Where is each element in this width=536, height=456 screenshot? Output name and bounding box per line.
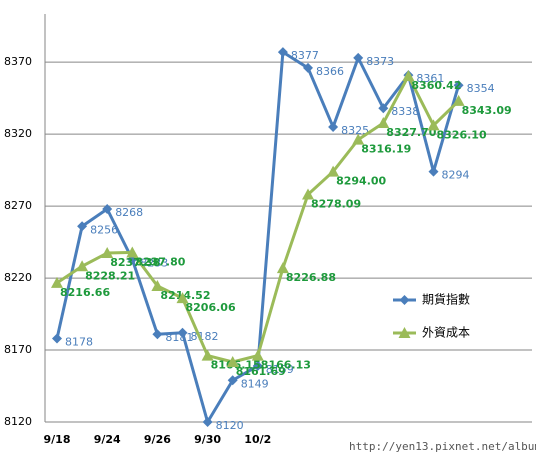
data-label: 8268: [115, 206, 143, 219]
data-label: 8294: [442, 169, 470, 182]
marker: [378, 103, 389, 114]
marker: [77, 221, 88, 232]
legend-label: 外資成本: [422, 326, 470, 340]
marker: [176, 292, 189, 304]
legend-label: 期貨指數: [422, 292, 470, 307]
marker: [76, 260, 89, 272]
marker: [302, 188, 314, 200]
marker: [453, 80, 464, 91]
data-label: 8166.13: [261, 359, 311, 372]
marker: [327, 165, 340, 177]
data-label: 8327.70: [386, 126, 436, 139]
marker: [399, 295, 410, 305]
marker: [126, 246, 139, 258]
x-tick-label: 9/24: [94, 433, 121, 446]
data-label: 8343.09: [462, 104, 512, 117]
marker: [398, 327, 411, 338]
data-label: 8182: [191, 330, 219, 343]
marker: [252, 360, 263, 371]
data-label: 8373: [366, 55, 394, 68]
data-label: 8354: [467, 82, 495, 95]
y-tick-label: 8120: [4, 415, 32, 428]
marker: [152, 329, 163, 340]
data-label: 8325: [341, 124, 369, 137]
data-label: 8256: [90, 223, 118, 236]
y-tick-label: 8270: [4, 199, 32, 212]
y-tick-label: 8320: [4, 127, 32, 140]
data-label: 8214.52: [160, 289, 210, 302]
data-label: 8237.80: [135, 255, 185, 268]
data-label: 8178: [65, 336, 93, 349]
marker: [52, 333, 62, 344]
marker: [151, 279, 164, 291]
marker: [226, 355, 239, 367]
marker: [102, 203, 113, 214]
marker: [177, 327, 188, 338]
marker: [202, 417, 213, 427]
data-label: 8226.88: [286, 271, 336, 284]
marker: [427, 119, 440, 131]
marker: [353, 52, 364, 63]
x-tick-label: 10/2: [244, 433, 271, 446]
x-tick-label: 9/30: [194, 433, 221, 446]
marker: [227, 375, 238, 386]
y-tick-label: 8370: [4, 55, 32, 68]
data-label: 8366: [316, 65, 344, 78]
data-label: 8159: [266, 363, 294, 376]
data-label: 8338: [391, 105, 419, 118]
marker: [402, 69, 415, 81]
data-label: 8206.06: [186, 301, 236, 314]
watermark: http://yen13.pixnet.net/album: [349, 440, 536, 453]
data-label: 8316.19: [361, 143, 411, 156]
marker: [201, 349, 214, 361]
marker: [101, 247, 114, 259]
x-tick-label: 9/18: [44, 433, 71, 446]
data-label: 8237.38: [110, 256, 160, 269]
marker: [51, 276, 63, 288]
data-label: 8233: [140, 256, 168, 269]
data-label: 8377: [291, 49, 319, 62]
data-label: 8228.21: [85, 269, 135, 282]
y-tick-label: 8170: [4, 343, 32, 356]
data-label: 8361: [416, 72, 444, 85]
data-label: 8120: [216, 419, 244, 432]
watermark-bg: [345, 437, 536, 456]
data-label: 8294.00: [336, 175, 386, 188]
y-tick-label: 8220: [4, 271, 32, 284]
marker: [251, 349, 264, 361]
marker: [428, 166, 439, 177]
data-label: 8161.69: [236, 365, 286, 378]
data-label: 8149: [241, 377, 269, 390]
data-label: 8360.42: [411, 79, 461, 92]
marker: [276, 262, 289, 274]
data-label: 8278.09: [311, 197, 361, 210]
marker: [277, 47, 288, 58]
x-tick-label: 9/26: [144, 433, 171, 446]
marker: [352, 133, 365, 145]
data-label: 8326.10: [437, 128, 487, 141]
marker: [328, 121, 339, 132]
marker: [377, 117, 390, 129]
data-label: 8216.66: [60, 286, 110, 299]
marker: [452, 94, 465, 106]
data-label: 8181: [165, 331, 193, 344]
marker: [303, 62, 313, 73]
